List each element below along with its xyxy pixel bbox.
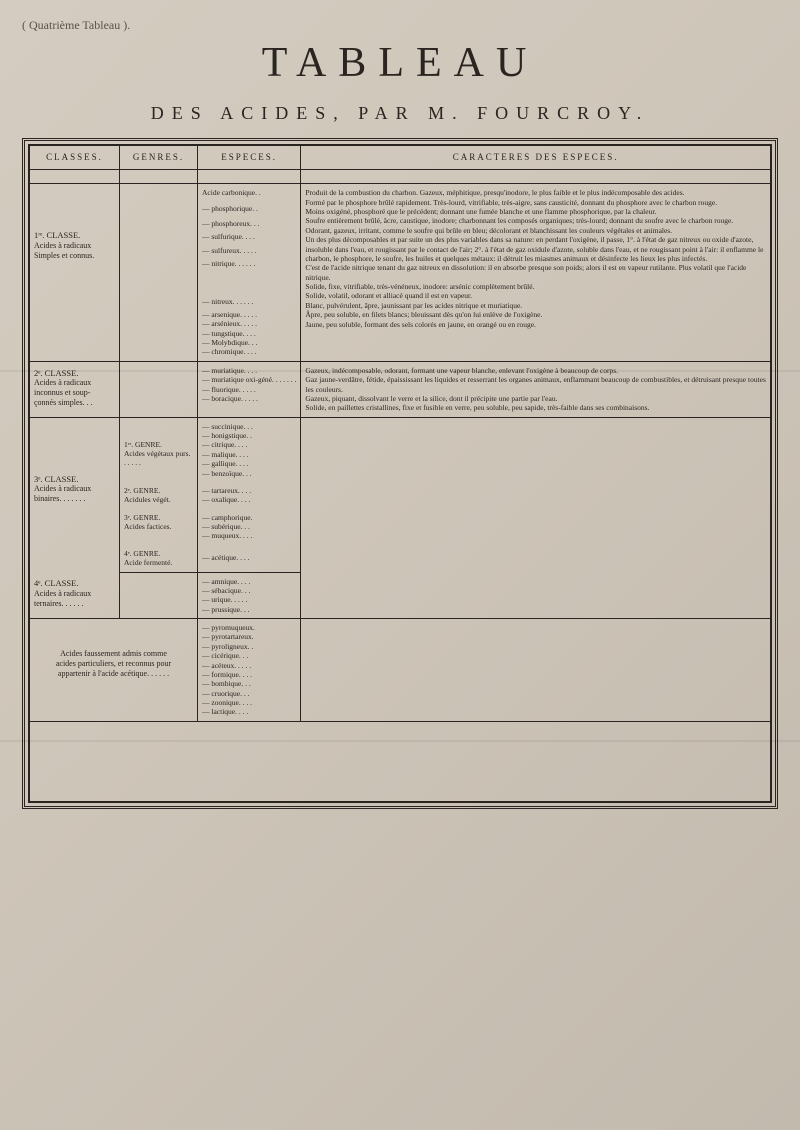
col-genres: GENRES. bbox=[120, 146, 198, 170]
classe1-genres bbox=[120, 184, 198, 362]
classe3-genre1: 1ᵉʳ. GENRE. Acides végétaux purs. . . . … bbox=[120, 417, 198, 482]
header-row: CLASSES. GENRES. ESPECES. CARACTERES DES… bbox=[30, 146, 771, 170]
classe3-g1-row: 3ᵉ. CLASSE. Acides à radicaux binaires. … bbox=[30, 417, 771, 482]
classe4-genres bbox=[120, 572, 198, 619]
classe4-row: 4ᵉ. CLASSE. Acides à radicaux ternaires.… bbox=[30, 572, 771, 619]
subtitle: DES ACIDES, PAR M. FOURCROY. bbox=[22, 103, 778, 124]
classe1-especes: Acide carbonique. . phosphorique. . phos… bbox=[198, 184, 301, 362]
document-page: ( Quatrième Tableau ). TABLEAU DES ACIDE… bbox=[0, 0, 800, 1130]
classe3-genre4: 4ᵉ. GENRE. Acide fermenté. bbox=[120, 545, 198, 572]
classe3-genre2: 2ᵉ. GENRE. Acidules végét. bbox=[120, 482, 198, 509]
classe3-caracteres bbox=[301, 417, 771, 572]
spacer bbox=[30, 170, 771, 184]
paper-crease bbox=[0, 370, 800, 372]
col-caracteres: CARACTERES DES ESPECES. bbox=[301, 146, 771, 170]
table-frame-outer: CLASSES. GENRES. ESPECES. CARACTERES DES… bbox=[22, 138, 778, 809]
classe1-caracteres: Produit de la combustion du charbon. Gaz… bbox=[301, 184, 771, 362]
acids-table: CLASSES. GENRES. ESPECES. CARACTERES DES… bbox=[29, 145, 771, 802]
col-especes: ESPECES. bbox=[198, 146, 301, 170]
faux-label: Acides faussement admis comme acides par… bbox=[30, 619, 198, 722]
paper-crease bbox=[0, 740, 800, 742]
table-frame-inner: CLASSES. GENRES. ESPECES. CARACTERES DES… bbox=[28, 144, 772, 803]
faux-row: Acides faussement admis comme acides par… bbox=[30, 619, 771, 722]
classe4-especes: amnique. . . . sébacique. . . urique. . … bbox=[198, 572, 301, 619]
main-title: TABLEAU bbox=[22, 39, 778, 87]
classe3-label: 3ᵉ. CLASSE. Acides à radicaux binaires. … bbox=[30, 417, 120, 572]
faux-especes: pyromuqueux. pyrotartareux. pyroligneux.… bbox=[198, 619, 301, 722]
classe3-genre3: 3ᵉ. GENRE. Acides factices. bbox=[120, 509, 198, 545]
classe4-label: 4ᵉ. CLASSE. Acides à radicaux ternaires.… bbox=[30, 572, 120, 619]
col-classes: CLASSES. bbox=[30, 146, 120, 170]
classe1-label: 1ʳᵉ. CLASSE. Acides à radicaux Simples e… bbox=[30, 184, 120, 362]
classe1-row: 1ʳᵉ. CLASSE. Acides à radicaux Simples e… bbox=[30, 184, 771, 362]
classe3-g2-especes: tartareux. . . . oxalique. . . . bbox=[198, 482, 301, 509]
classe4-caracteres bbox=[301, 572, 771, 619]
classe3-g3-especes: camphorique. subérique. . . muqueux. . .… bbox=[198, 509, 301, 545]
classe3-g4-especes: acétique. . . . bbox=[198, 545, 301, 572]
corner-label: ( Quatrième Tableau ). bbox=[22, 18, 778, 33]
classe3-g1-especes: succinique. . . honigstique. . citrique.… bbox=[198, 417, 301, 482]
faux-caracteres bbox=[301, 619, 771, 722]
bottom-pad bbox=[30, 721, 771, 801]
